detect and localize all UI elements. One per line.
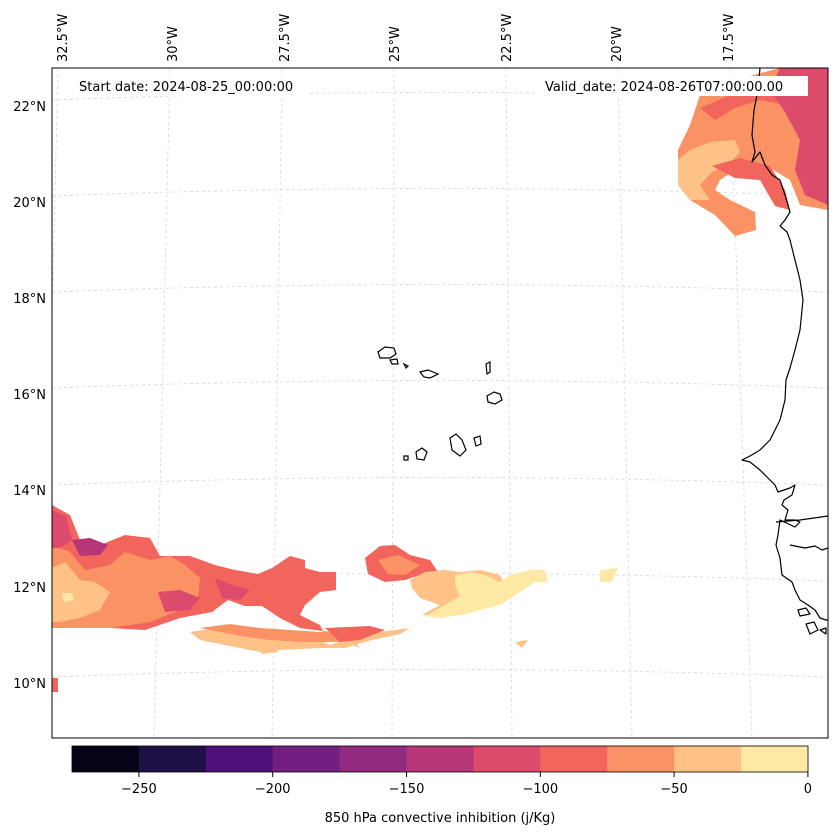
colorbar-segment	[339, 746, 408, 772]
lon-tick-27-5w: 27.5°W	[278, 14, 293, 62]
cin-region-west-tail-pink	[325, 626, 385, 642]
lat-tick-18n: 18°N	[13, 292, 46, 307]
gridline-lat-16	[52, 380, 828, 389]
gridline-lat-10	[52, 669, 828, 678]
start-date-label: Start date: 2024-08-25_00:00:00	[79, 80, 293, 95]
cin-region-west-tail-salmon	[200, 624, 360, 642]
gridline-lat-14	[52, 477, 828, 486]
lon-tick-20w: 20°W	[610, 26, 625, 62]
cin-region-central-salmon	[378, 555, 420, 575]
cin-region-west-yellow	[62, 593, 74, 602]
cin-region-central-yellow	[425, 570, 548, 618]
cin-region-ne-dark	[770, 68, 828, 205]
lon-tick-17-5w: 17.5°W	[722, 14, 737, 62]
colorbar-segment	[540, 746, 608, 772]
lat-tick-10n: 10°N	[13, 677, 46, 692]
cape-verde-islands	[377, 346, 503, 461]
colorbar-segment	[272, 746, 341, 772]
map-area: Start date: 2024-08-25_00:00:00 Valid_da…	[52, 68, 828, 738]
island-santa-luzia	[402, 362, 410, 370]
colorbar-tick-label: −150	[389, 782, 425, 797]
coastlines	[741, 68, 828, 635]
colorbar-tick-label: −100	[522, 782, 558, 797]
cin-region-west-small-1	[258, 645, 278, 654]
cin-region-west-light	[52, 562, 110, 622]
colorbar-segment	[406, 746, 474, 772]
cin-region-west-small-2	[515, 640, 528, 648]
colorbar-tick-label: 0	[804, 782, 812, 797]
cin-region-west-dark-4	[215, 578, 250, 600]
gambia-river	[775, 515, 828, 523]
colorbar-segment	[205, 746, 274, 772]
colorbar-frame	[71, 745, 809, 773]
colorbar-tick-label: −50	[660, 782, 687, 797]
island-santiago	[449, 433, 467, 457]
start-date-box	[72, 76, 308, 96]
gridlines	[52, 68, 828, 738]
gridline-lat-18	[52, 284, 828, 293]
cin-region-ne-light	[678, 140, 740, 200]
colorbar-ticks	[138, 772, 809, 777]
colorbar-tick-label: −200	[255, 782, 291, 797]
lat-tick-22n: 22°N	[13, 100, 46, 115]
lon-tick-22-5w: 22.5°W	[500, 14, 515, 62]
lon-tick-32-5w: 32.5°W	[56, 14, 71, 62]
colorbar-tick-label: −250	[121, 782, 157, 797]
cin-region-central-yellow-small	[600, 568, 618, 582]
valid-date-label: Valid_date: 2024-08-26T07:00:00.00	[545, 80, 783, 95]
gridline-lon-17-5	[729, 68, 753, 738]
colorbar-segment	[607, 746, 675, 772]
colorbar-segment	[72, 746, 140, 772]
valid-date-box	[538, 76, 808, 96]
cin-region-west-dark-2	[72, 538, 108, 556]
latitude-tick-labels: 22°N 20°N 18°N 16°N 14°N 12°N 10°N	[13, 100, 46, 692]
cin-region-ne-strip	[712, 158, 790, 210]
gridline-lon-30	[153, 68, 171, 738]
colorbar-segments	[72, 746, 809, 772]
island-sal	[485, 361, 491, 376]
map-frame	[51, 67, 829, 739]
lat-tick-12n: 12°N	[13, 581, 46, 596]
cin-region-west-dark-3	[158, 590, 200, 612]
african-coastline	[741, 68, 828, 621]
island-santo-antao	[377, 346, 397, 359]
lat-tick-14n: 14°N	[13, 484, 46, 499]
gridline-lat-22	[52, 92, 828, 101]
gridline-lon-20	[617, 68, 633, 738]
cin-region-west-left-edge	[52, 678, 58, 692]
lon-tick-25w: 25°W	[388, 26, 403, 62]
gridline-lon-22-5	[505, 68, 513, 738]
gridline-lon-25	[391, 68, 395, 738]
colorbar-segment	[674, 746, 742, 772]
colorbar: −250 −200 −150 −100 −50 0 850 hPa convec…	[71, 745, 812, 826]
colorbar-segment	[138, 746, 207, 772]
island-sao-nicolau	[418, 369, 440, 379]
colorbar-title: 850 hPa convective inhibition (j/Kg)	[325, 811, 556, 826]
longitude-tick-labels: 32.5°W 30°W 27.5°W 25°W 22.5°W 20°W 17.5…	[56, 14, 737, 62]
colorbar-tick-labels: −250 −200 −150 −100 −50 0	[121, 782, 812, 797]
island-boa-vista	[486, 391, 503, 405]
cin-region-west-dark-1	[52, 510, 72, 548]
cin-shading	[52, 68, 828, 692]
island-fogo	[415, 447, 428, 461]
coastline-bays	[789, 544, 828, 551]
gridline-lat-20	[52, 188, 828, 197]
colorbar-segment	[741, 746, 809, 772]
gridline-lon-27-5	[271, 68, 283, 738]
coastline-islets	[797, 607, 827, 635]
lon-tick-30w: 30°W	[166, 26, 181, 62]
lat-tick-16n: 16°N	[13, 388, 46, 403]
colorbar-segment	[473, 746, 541, 772]
island-maio	[473, 435, 482, 447]
island-brava	[403, 455, 409, 461]
island-sao-vicente	[389, 358, 399, 365]
lat-tick-20n: 20°N	[13, 196, 46, 211]
